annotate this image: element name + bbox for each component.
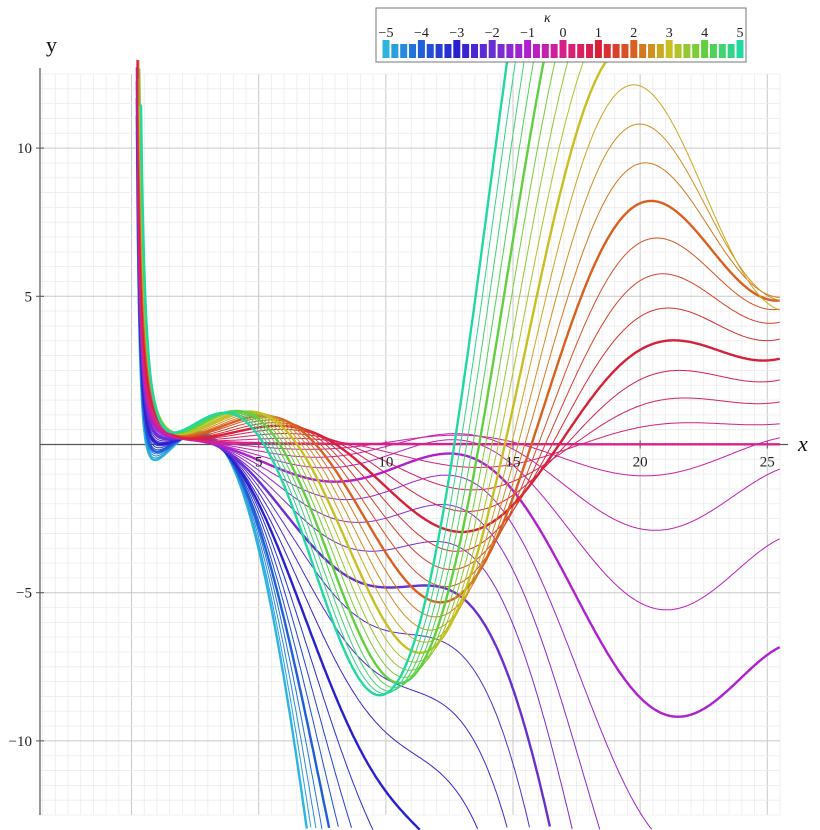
x-tick-label: 5 bbox=[255, 455, 263, 471]
legend-swatch bbox=[559, 40, 567, 58]
legend-swatch bbox=[524, 40, 532, 58]
series-curve-kappa bbox=[136, 60, 781, 534]
x-axis-title: x bbox=[797, 431, 808, 456]
legend-swatch bbox=[701, 40, 709, 58]
series-curve-kappa bbox=[138, 116, 780, 571]
x-tick-label: 10 bbox=[378, 455, 393, 471]
series-curve-kappa bbox=[139, 61, 584, 663]
series-curve-kappa bbox=[140, 61, 535, 689]
legend-swatch bbox=[683, 44, 691, 58]
legend-tick-label: 3 bbox=[666, 26, 673, 41]
legend-swatch bbox=[532, 44, 540, 58]
legend-swatch bbox=[612, 44, 620, 58]
y-tick-label: 10 bbox=[17, 141, 32, 157]
legend-swatch bbox=[594, 40, 602, 58]
legend-swatch bbox=[577, 44, 585, 58]
legend-swatch bbox=[639, 44, 647, 58]
legend-swatch bbox=[718, 44, 726, 58]
legend-swatch bbox=[586, 44, 594, 58]
legend-swatch bbox=[692, 44, 700, 58]
legend-swatch bbox=[400, 44, 408, 58]
legend-tick-label: −2 bbox=[485, 26, 500, 41]
legend-swatch bbox=[409, 44, 417, 58]
series-curve-kappa bbox=[138, 59, 608, 655]
legend-tick-label: −4 bbox=[414, 26, 429, 41]
x-tick-label: 25 bbox=[760, 455, 775, 471]
tick-labels: 5 10 15 20 25 10 5 −5 −10 bbox=[9, 141, 775, 750]
legend-swatch bbox=[462, 44, 470, 58]
series-curve-kappa bbox=[139, 59, 569, 671]
series-curve-kappa bbox=[136, 64, 780, 611]
series-curve-kappa bbox=[136, 106, 352, 828]
legend-tick-label: −1 bbox=[520, 26, 535, 41]
series-curve-kappa bbox=[139, 60, 545, 685]
legend-title: κ bbox=[544, 11, 551, 26]
legend-swatch bbox=[550, 44, 558, 58]
legend-tick-label: 5 bbox=[737, 26, 744, 41]
legend-swatch bbox=[621, 44, 629, 58]
legend-tick-label: −3 bbox=[449, 26, 464, 41]
legend-swatch bbox=[727, 44, 735, 58]
series-curve-kappa bbox=[136, 77, 573, 830]
legend-swatch bbox=[506, 44, 514, 58]
series-curve-kappa bbox=[136, 61, 780, 531]
y-tick-label: 5 bbox=[25, 289, 33, 305]
legend-tick-label: 0 bbox=[560, 26, 567, 41]
legend-swatch bbox=[603, 44, 611, 58]
series-curve-kappa bbox=[136, 111, 339, 827]
series-curve-kappa bbox=[139, 61, 509, 697]
x-tick-label: 15 bbox=[505, 455, 520, 471]
curve-set bbox=[135, 59, 781, 830]
series-curve-kappa bbox=[139, 84, 780, 643]
series-curve-kappa bbox=[136, 169, 780, 446]
series-curve-kappa bbox=[136, 70, 652, 830]
series-curve-kappa bbox=[139, 123, 780, 631]
legend-swatch bbox=[709, 44, 717, 58]
series-curve-kappa bbox=[136, 59, 780, 477]
legend-swatch bbox=[417, 40, 425, 58]
color-legend: κ −5 −4 −3 −2 −1 0 1 2 3 4 5 bbox=[375, 7, 747, 63]
series-curve-kappa bbox=[136, 123, 317, 829]
legend-swatch bbox=[435, 44, 443, 58]
legend-swatch bbox=[541, 44, 549, 58]
legend-swatch bbox=[648, 44, 655, 58]
legend-swatch bbox=[479, 44, 487, 58]
legend-swatch bbox=[453, 40, 461, 58]
legend-swatch bbox=[665, 40, 673, 58]
legend-swatch bbox=[736, 40, 744, 58]
x-tick-label: 20 bbox=[633, 455, 648, 471]
legend-swatch bbox=[497, 44, 505, 58]
legend-swatch bbox=[630, 40, 638, 58]
legend-swatch bbox=[382, 40, 390, 58]
legend-tick-label: 2 bbox=[630, 26, 637, 41]
y-axis-title: y bbox=[46, 32, 57, 57]
series-curve-kappa bbox=[137, 87, 780, 512]
legend-swatch bbox=[656, 44, 664, 58]
legend-swatch bbox=[471, 44, 478, 58]
legend-swatch bbox=[568, 44, 576, 58]
y-tick-label: −10 bbox=[9, 734, 32, 750]
legend-tick-label: 4 bbox=[701, 26, 708, 41]
series-curve-kappa bbox=[135, 67, 781, 718]
legend-tick-label: 1 bbox=[595, 26, 602, 41]
legend-swatch bbox=[488, 40, 496, 58]
legend-swatch bbox=[444, 44, 452, 58]
series-curve-kappa bbox=[137, 141, 780, 468]
legend-swatch bbox=[674, 44, 682, 58]
legend-swatch bbox=[515, 44, 523, 58]
legend-swatch bbox=[391, 44, 399, 58]
legend-swatch bbox=[426, 44, 434, 58]
series-curve-kappa bbox=[140, 59, 525, 692]
legend-tick-label: −5 bbox=[379, 26, 394, 41]
y-tick-label: −5 bbox=[16, 586, 32, 602]
